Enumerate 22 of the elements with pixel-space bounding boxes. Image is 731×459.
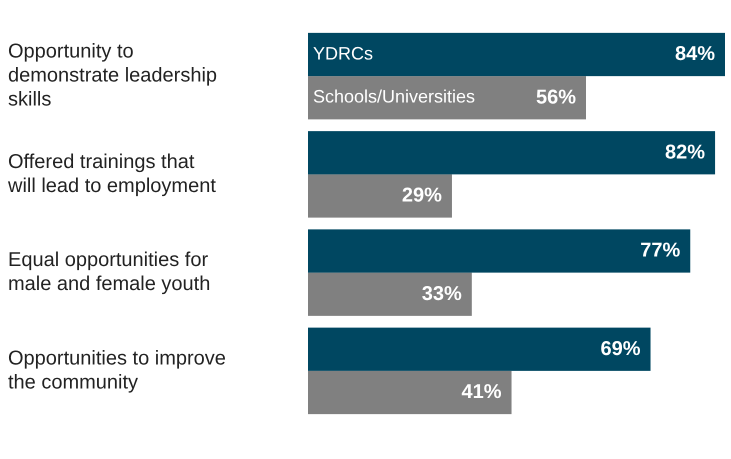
- data-label: 29%: [402, 184, 442, 207]
- bar: [308, 174, 452, 218]
- bar: [308, 76, 586, 120]
- bar: [308, 272, 472, 316]
- bar: [308, 131, 716, 174]
- data-label: 33%: [422, 282, 462, 305]
- data-label: 77%: [640, 240, 680, 262]
- series-label: Schools/Universities: [313, 86, 476, 107]
- y-tick-label: Opportunity to demonstrate leadership skills: [8, 40, 218, 111]
- data-label: 82%: [665, 141, 706, 164]
- bar: [308, 328, 651, 371]
- bar: [308, 370, 512, 414]
- y-tick-label: Opportunities to improve the community: [8, 347, 226, 394]
- data-label: 69%: [600, 338, 641, 360]
- bar: [308, 32, 725, 76]
- bar: [308, 229, 690, 273]
- data-label: 56%: [536, 86, 576, 108]
- data-label: 84%: [674, 43, 716, 66]
- y-tick-label: Offered trainings that will lead to employment: [7, 150, 216, 197]
- series-label: YDRCs: [313, 43, 374, 64]
- data-label: 41%: [462, 381, 502, 404]
- y-tick-label: Equal opportunities for male and female youth: [8, 249, 210, 296]
